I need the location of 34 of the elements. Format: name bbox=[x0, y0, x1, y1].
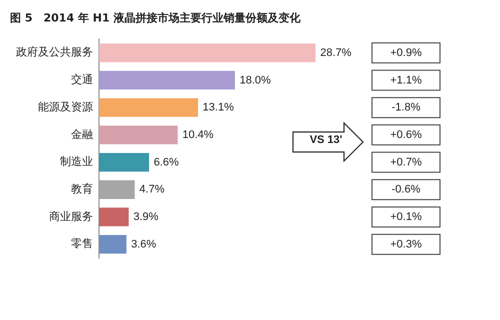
data-label: 3.6% bbox=[131, 238, 156, 250]
y-tick-label: 交通 bbox=[71, 73, 93, 86]
y-tick-label: 金融 bbox=[71, 128, 93, 141]
data-label: 4.7% bbox=[139, 184, 165, 196]
text: +0.7% bbox=[390, 156, 422, 168]
y-tick-label: 能源及资源 bbox=[38, 100, 93, 114]
annotation: VS 13' bbox=[308, 134, 344, 146]
text: -1.8% bbox=[392, 102, 421, 114]
data-label: 6.6% bbox=[154, 156, 180, 168]
text: +0.1% bbox=[390, 211, 422, 224]
text: +0.9% bbox=[390, 46, 422, 59]
y-tick-label: 政府及公共服务 bbox=[16, 46, 93, 59]
y-tick-label: 商业服务 bbox=[49, 210, 93, 223]
y-tick-label: 教育 bbox=[71, 182, 93, 196]
bar bbox=[99, 152, 150, 172]
text: +1.1% bbox=[390, 74, 422, 86]
bar bbox=[99, 180, 135, 199]
text: -0.6% bbox=[392, 184, 421, 196]
text: +0.3% bbox=[390, 238, 422, 250]
data-label: 13.1% bbox=[202, 102, 234, 114]
data-label: 18.0% bbox=[240, 74, 272, 86]
y-tick-label: 零售 bbox=[71, 237, 93, 250]
data-label: 3.9% bbox=[133, 211, 159, 224]
bar bbox=[99, 234, 126, 254]
y-tick-label: 制造业 bbox=[60, 155, 93, 168]
bar bbox=[99, 126, 178, 144]
data-label: 10.4% bbox=[182, 128, 214, 141]
bar bbox=[99, 98, 198, 117]
chart-title: 图 5 2014 年 H1 液晶拼接市场主要行业销量份额及变化 bbox=[10, 11, 302, 24]
data-label: 28.7% bbox=[320, 46, 352, 59]
text: +0.6% bbox=[390, 128, 422, 141]
bar bbox=[99, 70, 235, 90]
bar bbox=[99, 44, 316, 62]
bar bbox=[99, 208, 129, 226]
